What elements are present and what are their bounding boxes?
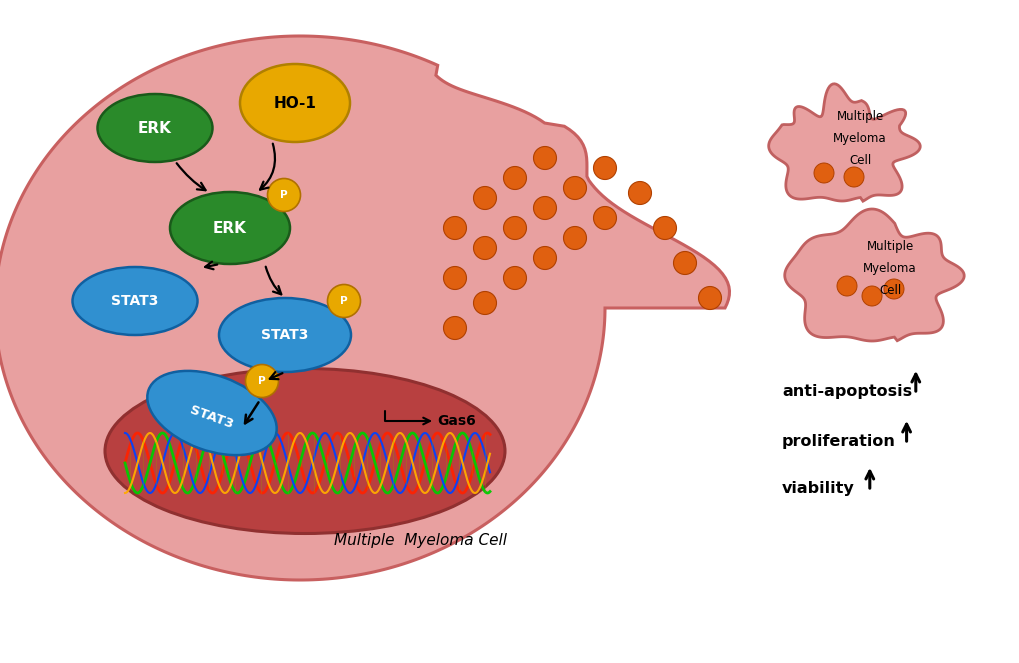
Text: STAT3: STAT3 [111,294,159,308]
Circle shape [653,217,676,239]
Circle shape [837,276,856,296]
Text: Multiple  Myeloma Cell: Multiple Myeloma Cell [333,534,506,548]
Circle shape [443,267,466,290]
Text: P: P [280,190,287,200]
Circle shape [503,166,526,190]
Circle shape [443,217,466,239]
Circle shape [533,147,556,170]
Circle shape [503,267,526,290]
Ellipse shape [72,267,198,335]
Text: Cell: Cell [848,154,870,166]
Text: viability: viability [782,481,854,495]
Text: anti-apoptosis: anti-apoptosis [782,383,911,398]
Circle shape [246,365,278,398]
Circle shape [533,247,556,269]
Ellipse shape [170,192,289,264]
Circle shape [628,182,651,204]
Text: ERK: ERK [213,221,247,235]
Text: STAT3: STAT3 [261,328,309,342]
Ellipse shape [239,64,350,142]
Text: Cell: Cell [878,284,900,296]
Circle shape [843,167,863,187]
Circle shape [443,316,466,339]
Circle shape [562,227,586,249]
Circle shape [861,286,881,306]
Polygon shape [784,209,963,341]
Ellipse shape [105,369,504,534]
Text: P: P [258,376,266,386]
Ellipse shape [98,94,212,162]
Circle shape [593,156,615,180]
Text: Gas6: Gas6 [436,414,475,428]
Circle shape [562,176,586,200]
Circle shape [813,163,834,183]
Circle shape [883,279,903,299]
Circle shape [473,292,496,314]
Circle shape [473,186,496,210]
Text: ERK: ERK [138,121,172,135]
Circle shape [593,206,615,229]
Circle shape [698,286,720,310]
Ellipse shape [147,371,276,455]
Text: Multiple: Multiple [865,239,913,253]
Ellipse shape [219,298,351,372]
Text: proliferation: proliferation [782,434,895,448]
Circle shape [267,178,301,211]
Circle shape [503,217,526,239]
Polygon shape [768,84,919,201]
Circle shape [673,251,696,274]
Text: STAT3: STAT3 [189,403,235,431]
Text: P: P [340,296,347,306]
Text: HO-1: HO-1 [273,95,316,111]
Circle shape [327,284,360,318]
Circle shape [533,196,556,219]
Text: Myeloma: Myeloma [862,261,916,274]
Circle shape [473,237,496,259]
Text: Myeloma: Myeloma [833,131,886,145]
Polygon shape [0,36,729,580]
Text: Multiple: Multiple [836,109,882,123]
